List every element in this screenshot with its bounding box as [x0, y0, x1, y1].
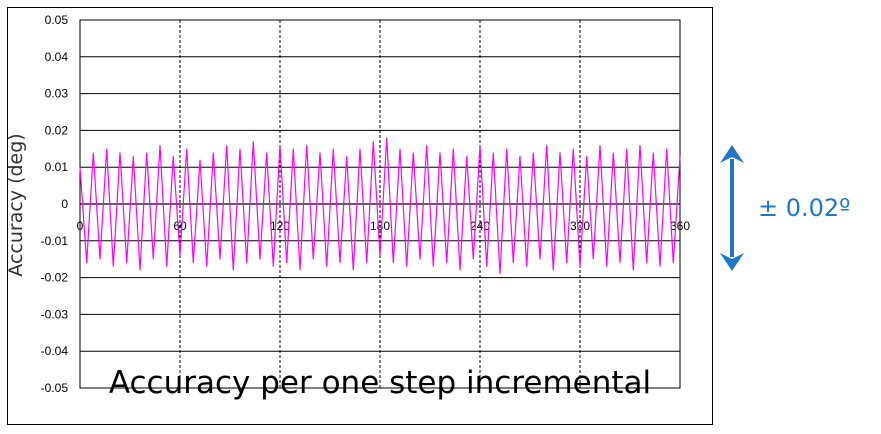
x-tick-label: 360: [670, 219, 690, 233]
grid: [79, 19, 681, 389]
y-tick-labels: 0.05 0.04 0.03 0.02 0.01 0 -0.01 -0.02 -0.03 -0.0…: [41, 13, 69, 395]
x-tick-label: 60: [173, 219, 187, 233]
arrow-head-up: [720, 145, 744, 163]
arrow-head-down: [720, 253, 744, 271]
y-tick-label: 0.05: [45, 13, 69, 27]
y-tick-label: 0: [61, 197, 68, 211]
y-tick-label: 0.04: [45, 50, 69, 64]
y-tick-label: 0.02: [45, 123, 69, 137]
y-tick-label: -0.03: [41, 307, 69, 321]
x-tick-label: 180: [370, 219, 390, 233]
series-group: [79, 137, 681, 274]
x-tick-label: 0: [77, 219, 84, 233]
tolerance-annotation: ± 0.02º: [758, 194, 851, 222]
y-tick-label: 0.03: [45, 87, 69, 101]
chart-title: Accuracy per one step incremental: [108, 365, 652, 401]
double-arrow-icon: [720, 145, 744, 271]
y-tick-label: -0.04: [41, 344, 69, 358]
y-tick-label: 0.01: [45, 160, 69, 174]
x-tick-label: 120: [270, 219, 290, 233]
x-tick-label: 300: [570, 219, 590, 233]
y-tick-label: -0.05: [41, 381, 69, 395]
y-tick-label: -0.01: [41, 234, 69, 248]
x-tick-label: 240: [470, 219, 490, 233]
y-axis-label: Accuracy (deg): [5, 133, 27, 277]
accuracy-series-line: [79, 137, 681, 274]
y-tick-label: -0.02: [41, 271, 69, 285]
